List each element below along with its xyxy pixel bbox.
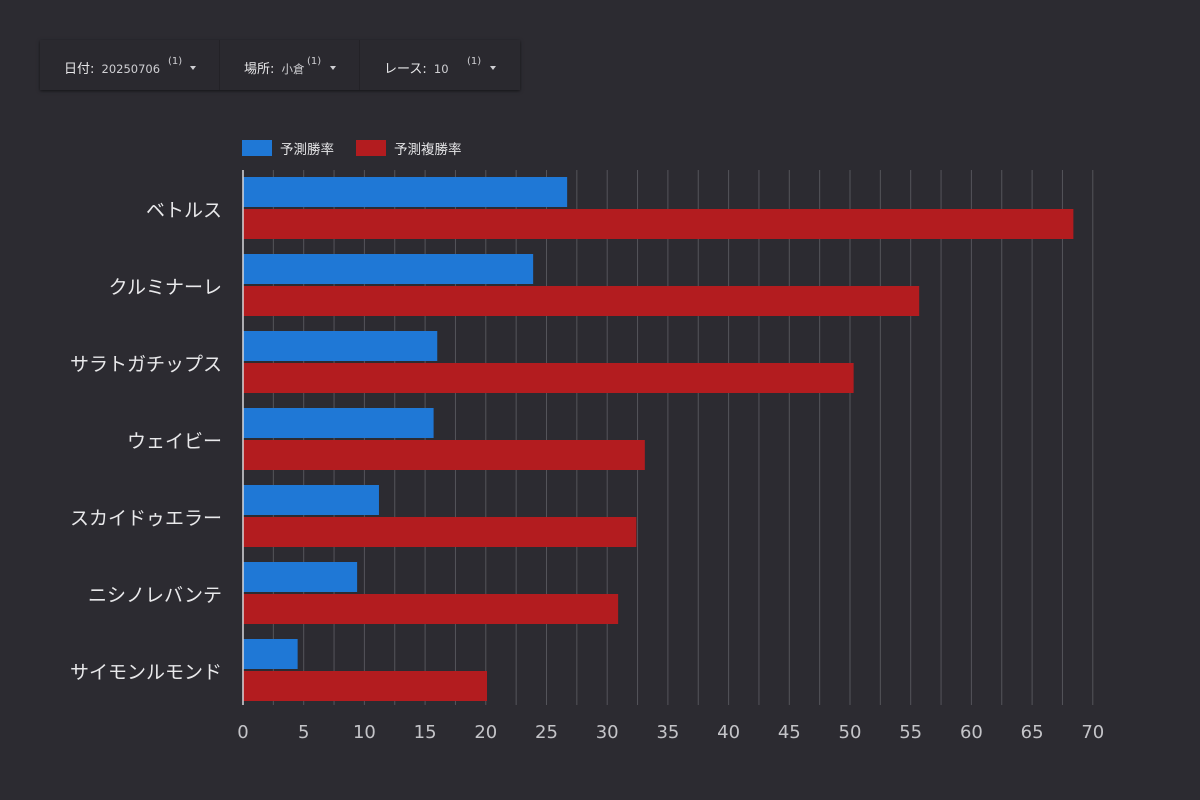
category-label: サラトガチップス (70, 354, 222, 376)
category-label: スカイドゥエラー (70, 508, 222, 530)
legend-label-place-rate: 予測複勝率 (394, 142, 462, 158)
x-tick-label: 70 (1081, 722, 1104, 743)
bar-win-rate[interactable] (243, 177, 568, 207)
x-tick-label: 40 (717, 722, 740, 743)
chevron-down-icon (190, 66, 196, 70)
bar-place-rate[interactable] (243, 209, 1074, 239)
legend-label-win-rate: 予測勝率 (280, 142, 334, 158)
x-tick-label: 15 (414, 722, 437, 743)
venue-filter[interactable]: 場所: 小倉 (1) (220, 40, 360, 90)
x-tick-label: 0 (237, 722, 248, 743)
category-label: ウェイビー (127, 431, 222, 453)
date-filter-value: 20250706 (101, 62, 161, 76)
x-tick-label: 35 (656, 722, 679, 743)
x-tick-label: 30 (596, 722, 619, 743)
race-filter[interactable]: レース: 10 (1) (360, 40, 520, 90)
bar-place-rate[interactable] (243, 671, 488, 701)
filter-bar: 日付: 20250706 (1) 場所: 小倉 (1) レース: 10 (1) (40, 40, 520, 90)
legend-swatch-win-rate (242, 140, 272, 156)
x-tick-label: 50 (839, 722, 862, 743)
bar-place-rate[interactable] (243, 440, 645, 470)
x-tick-label: 10 (353, 722, 376, 743)
race-filter-label: レース: 10 (384, 62, 449, 77)
chart-legend: 予測勝率 予測複勝率 (242, 138, 484, 158)
bar-place-rate[interactable] (243, 594, 619, 624)
x-tick-label: 55 (899, 722, 922, 743)
bar-place-rate[interactable] (243, 363, 854, 393)
x-tick-label: 20 (474, 722, 497, 743)
bar-place-rate[interactable] (243, 517, 637, 547)
category-label: ベトルス (146, 200, 222, 222)
bar-win-rate[interactable] (243, 562, 358, 592)
x-tick-label: 65 (1021, 722, 1044, 743)
bar-win-rate[interactable] (243, 639, 298, 669)
legend-item-win-rate[interactable]: 予測勝率 (242, 138, 334, 158)
date-filter-count: (1) (168, 56, 183, 67)
bar-win-rate[interactable] (243, 254, 534, 284)
race-filter-value: 10 (433, 62, 449, 76)
x-tick-label: 45 (778, 722, 801, 743)
x-tick-label: 25 (535, 722, 558, 743)
bar-win-rate[interactable] (243, 408, 434, 438)
venue-filter-label: 場所: 小倉 (244, 62, 305, 77)
category-label: クルミナーレ (109, 277, 222, 299)
bar-win-rate[interactable] (243, 331, 438, 361)
category-label: ニシノレバンテ (88, 585, 222, 607)
date-filter[interactable]: 日付: 20250706 (1) (40, 40, 220, 90)
venue-filter-value: 小倉 (281, 62, 305, 76)
bar-place-rate[interactable] (243, 286, 920, 316)
category-label: サイモンルモンド (70, 662, 222, 684)
chevron-down-icon (490, 66, 496, 70)
x-tick-label: 5 (298, 722, 309, 743)
race-filter-count: (1) (467, 56, 482, 67)
venue-filter-count: (1) (307, 56, 322, 67)
x-tick-label: 60 (960, 722, 983, 743)
legend-item-place-rate[interactable]: 予測複勝率 (356, 138, 462, 158)
chevron-down-icon (330, 66, 336, 70)
legend-swatch-place-rate (356, 140, 386, 156)
bar-win-rate[interactable] (243, 485, 379, 515)
date-filter-label: 日付: 20250706 (64, 62, 161, 77)
